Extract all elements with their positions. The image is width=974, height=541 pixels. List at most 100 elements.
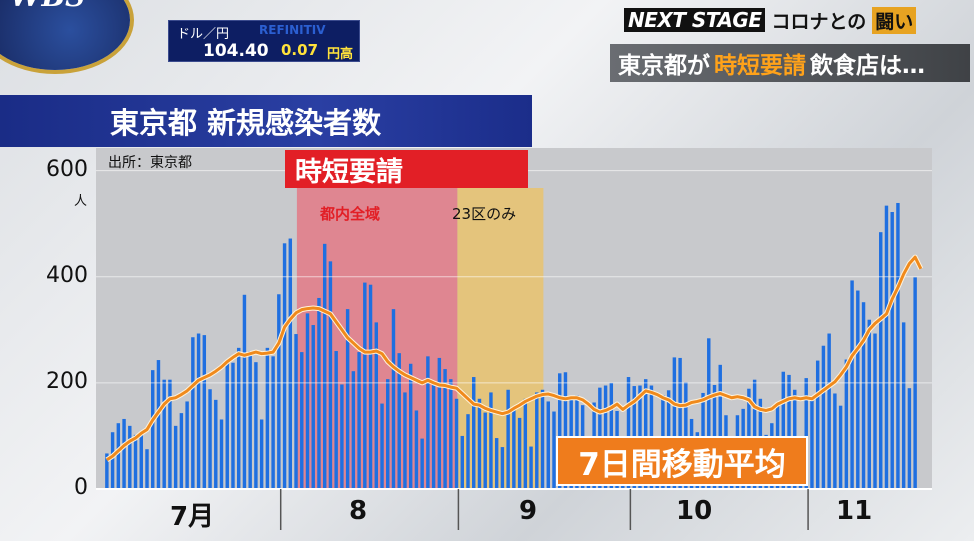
daily-bar: [466, 414, 470, 489]
daily-bar: [168, 379, 172, 489]
daily-bar: [821, 345, 826, 489]
daily-bar: [191, 337, 195, 489]
daily-bar: [804, 378, 808, 489]
daily-bar: [357, 352, 361, 489]
segment-topic: コロナとの: [771, 10, 867, 33]
daily-bar: [231, 362, 235, 489]
headline-bar: 東京都が 時短要請 飲食店は…: [610, 44, 970, 82]
moving-average-line: [106, 255, 923, 462]
daily-bar: [529, 446, 533, 489]
headline-highlight: 時短要請: [714, 53, 806, 79]
daily-bar: [259, 419, 264, 489]
daily-bar: [225, 363, 229, 489]
y-axis-unit: 人: [74, 194, 88, 209]
daily-bar: [214, 399, 218, 489]
segment-emphasis: 闘い: [872, 6, 917, 34]
y-tick-label: 400: [46, 263, 88, 288]
daily-bar: [477, 398, 482, 489]
daily-bar: [643, 379, 648, 489]
daily-bar: [506, 389, 510, 489]
daily-bar: [311, 325, 315, 489]
daily-bar: [110, 432, 115, 489]
x-tick-label: 11: [836, 496, 873, 526]
daily-bar: [787, 374, 791, 489]
daily-bar: [294, 334, 298, 489]
daily-bar: [105, 453, 109, 489]
daily-bar: [380, 403, 384, 489]
daily-bar: [563, 372, 568, 489]
daily-bar: [185, 401, 189, 489]
daily-bar: [300, 352, 304, 489]
request-period-band: [457, 188, 544, 489]
daily-bar: [437, 357, 442, 489]
daily-bar: [494, 438, 499, 489]
daily-bar: [838, 405, 843, 489]
daily-bar: [472, 377, 476, 489]
daily-bar: [861, 302, 866, 489]
chart-title: 東京都 新規感染者数: [110, 106, 382, 140]
fx-ticker: ドル／円 REFINITIV 104.40 0.07 円高: [168, 20, 360, 62]
daily-bar: [752, 379, 757, 489]
daily-bar: [162, 379, 166, 489]
daily-bar: [397, 353, 401, 489]
daily-bar: [678, 357, 682, 489]
daily-bar: [609, 382, 614, 489]
request-label: 時短要請: [285, 150, 528, 188]
broadcaster-logo: WBS: [0, 0, 130, 70]
x-tick-label: 8: [349, 496, 368, 526]
daily-bar: [483, 412, 487, 489]
segment-banner: NEXT STAGE コロナとの 闘い: [624, 6, 917, 34]
daily-bar: [420, 438, 424, 489]
daily-bar: [827, 333, 831, 489]
y-tick-label: 200: [46, 369, 88, 394]
daily-bar: [208, 389, 212, 489]
daily-bar: [873, 333, 877, 489]
daily-bar: [145, 449, 149, 489]
daily-bar: [856, 290, 860, 489]
chart-source: 出所：東京都: [108, 155, 192, 171]
daily-bar: [322, 243, 327, 489]
daily-bar: [707, 338, 711, 489]
daily-bar: [345, 309, 350, 489]
fx-ticker-change: 0.07: [281, 41, 319, 59]
broadcaster-logo-text: WBS: [10, 0, 85, 13]
daily-bar: [426, 356, 430, 489]
headline-suffix: 飲食店は…: [810, 53, 925, 79]
daily-bar: [340, 384, 344, 489]
daily-bar: [781, 371, 786, 489]
daily-bar: [718, 364, 722, 489]
fx-ticker-label: ドル／円: [177, 27, 230, 42]
daily-bar: [489, 392, 493, 489]
daily-bar: [535, 392, 539, 489]
daily-bar: [179, 413, 184, 489]
request-label-text: 時短要請: [295, 156, 403, 188]
x-tick-label: 10: [676, 496, 713, 526]
period-label-23-wards: 23区のみ: [452, 205, 517, 223]
daily-bar: [317, 297, 321, 489]
daily-bar: [850, 280, 854, 489]
fx-ticker-direction: 円高: [327, 47, 354, 62]
daily-bar: [523, 398, 528, 489]
daily-bar: [672, 357, 677, 489]
y-tick-label: 600: [46, 157, 88, 182]
daily-bar: [242, 294, 247, 489]
daily-bar: [236, 347, 241, 489]
daily-bar: [351, 371, 356, 489]
daily-bar: [128, 425, 132, 489]
daily-bar: [552, 411, 556, 489]
daily-bar: [265, 347, 270, 489]
daily-bar: [460, 435, 464, 489]
daily-bar: [202, 335, 207, 489]
daily-bar: [156, 360, 161, 489]
daily-bar: [431, 382, 436, 489]
daily-bar: [116, 423, 121, 489]
daily-bar: [151, 370, 155, 489]
daily-bar: [879, 232, 883, 490]
daily-bar: [196, 333, 201, 489]
moving-average-label-text: 7日間移動平均: [578, 446, 786, 483]
daily-bar: [896, 202, 900, 490]
daily-bar: [133, 434, 138, 489]
daily-bar: [288, 238, 293, 489]
daily-bar: [368, 284, 373, 489]
daily-bar: [890, 212, 894, 489]
